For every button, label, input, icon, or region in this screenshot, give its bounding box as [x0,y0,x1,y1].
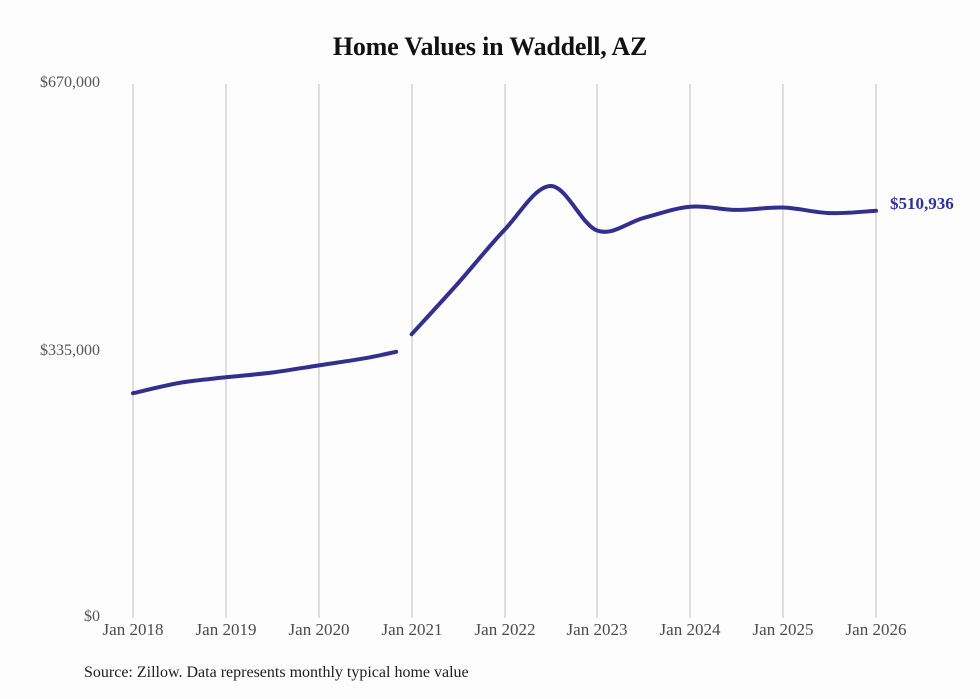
x-axis-tick-label-jan-2021: Jan 2021 [381,620,443,639]
x-axis-tick-label-jan-2023: Jan 2023 [566,620,628,639]
series-line-segment-2 [409,184,878,337]
source-note: Source: Zillow. Data represents monthly … [84,664,469,681]
y-axis-tick-label-335000: $335,000 [40,342,100,359]
gridlines [132,84,877,618]
series-line-segment-1 [131,349,399,396]
x-axis-tick-label-jan-2019: Jan 2019 [195,620,257,639]
x-axis-tick-label-jan-2026: Jan 2026 [845,620,907,639]
y-axis-tick-label-0: $0 [84,608,100,625]
y-axis-tick-label-670000: $670,000 [40,74,100,91]
chart-title: Home Values in Waddell, AZ [332,32,648,61]
x-axis-tick-label-jan-2022: Jan 2022 [474,620,536,639]
x-axis-tick-label-jan-2020: Jan 2020 [288,620,350,639]
end-value-label: $510,936 [890,194,954,213]
x-axis-tick-label-jan-2018: Jan 2018 [102,620,164,639]
x-axis-tick-label-jan-2025: Jan 2025 [752,620,814,639]
data-series-line [131,184,878,396]
x-axis-tick-label-jan-2024: Jan 2024 [659,620,721,639]
